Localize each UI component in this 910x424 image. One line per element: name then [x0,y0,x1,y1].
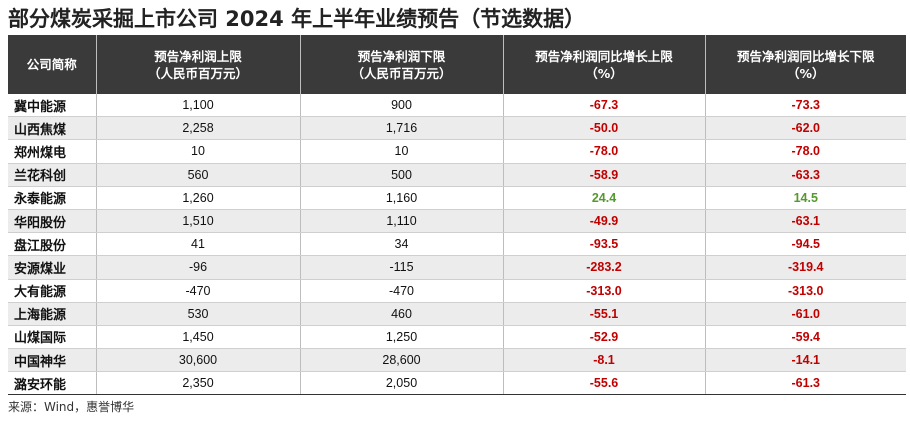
growth-lower-cell: -14.1 [704,348,906,373]
profit-upper-cell: 1,100 [95,94,300,118]
growth-upper-cell: -78.0 [502,139,705,164]
profit-upper-cell: 10 [95,139,300,164]
growth-upper-cell: -52.9 [502,325,705,350]
company-name-cell: 郑州煤电 [8,139,96,164]
table-header-row: 公司简称 预告净利润上限 （人民币百万元） 预告净利润下限 （人民币百万元） 预… [8,35,906,94]
column-header-growth-lower: 预告净利润同比增长下限 （%） [704,35,906,94]
growth-lower-cell: -62.0 [704,116,906,141]
profit-upper-cell: -470 [95,279,300,303]
column-header-profit-upper: 预告净利润上限 （人民币百万元） [95,35,300,94]
table-row: 山西焦煤 2,258 1,716 -50.0 -62.0 [8,116,906,141]
table-row: 永泰能源 1,260 1,160 24.4 14.5 [8,186,906,210]
company-name-cell: 安源煤业 [8,255,96,280]
growth-upper-cell: -55.6 [502,371,705,396]
growth-lower-cell: -63.3 [704,163,906,187]
profit-upper-cell: 2,350 [95,371,300,396]
company-name-cell: 大有能源 [8,279,96,303]
table-row: 潞安环能 2,350 2,050 -55.6 -61.3 [8,371,906,396]
table-row: 冀中能源 1,100 900 -67.3 -73.3 [8,94,906,118]
table-row: 华阳股份 1,510 1,110 -49.9 -63.1 [8,209,906,234]
company-name-cell: 潞安环能 [8,371,96,396]
column-header-company: 公司简称 [8,35,96,94]
profit-upper-cell: 530 [95,302,300,326]
profit-upper-cell: 1,510 [95,209,300,234]
profit-lower-cell: 900 [299,94,503,118]
profit-lower-cell: 10 [299,139,503,164]
column-header-growth-upper: 预告净利润同比增长上限 （%） [502,35,705,94]
profit-lower-cell: 2,050 [299,371,503,396]
profit-lower-cell: 1,160 [299,186,503,210]
profit-lower-cell: -115 [299,255,503,280]
profit-lower-cell: 1,250 [299,325,503,350]
profit-lower-cell: 1,716 [299,116,503,141]
company-name-cell: 华阳股份 [8,209,96,234]
growth-upper-cell: 24.4 [502,186,705,210]
growth-upper-cell: -55.1 [502,302,705,326]
table-row: 盘江股份 41 34 -93.5 -94.5 [8,232,906,257]
profit-upper-cell: 2,258 [95,116,300,141]
profit-lower-cell: 500 [299,163,503,187]
company-name-cell: 冀中能源 [8,94,96,118]
growth-lower-cell: -73.3 [704,94,906,118]
profit-upper-cell: 41 [95,232,300,257]
profit-lower-cell: -470 [299,279,503,303]
table-row: 安源煤业 -96 -115 -283.2 -319.4 [8,255,906,280]
table-row: 山煤国际 1,450 1,250 -52.9 -59.4 [8,325,906,350]
company-name-cell: 永泰能源 [8,186,96,210]
company-name-cell: 中国神华 [8,348,96,373]
growth-upper-cell: -49.9 [502,209,705,234]
growth-lower-cell: -78.0 [704,139,906,164]
growth-upper-cell: -283.2 [502,255,705,280]
growth-lower-cell: -59.4 [704,325,906,350]
profit-upper-cell: 30,600 [95,348,300,373]
company-name-cell: 盘江股份 [8,232,96,257]
source-note: 来源：Wind，惠誉博华 [8,400,135,414]
growth-upper-cell: -8.1 [502,348,705,373]
growth-lower-cell: -94.5 [704,232,906,257]
profit-upper-cell: -96 [95,255,300,280]
company-name-cell: 山西焦煤 [8,116,96,141]
growth-upper-cell: -93.5 [502,232,705,257]
growth-lower-cell: 14.5 [704,186,906,210]
earnings-forecast-table: 公司简称 预告净利润上限 （人民币百万元） 预告净利润下限 （人民币百万元） 预… [8,35,906,396]
growth-lower-cell: -313.0 [704,279,906,303]
company-name-cell: 山煤国际 [8,325,96,350]
table-row: 郑州煤电 10 10 -78.0 -78.0 [8,139,906,164]
profit-upper-cell: 1,260 [95,186,300,210]
profit-lower-cell: 34 [299,232,503,257]
growth-upper-cell: -313.0 [502,279,705,303]
company-name-cell: 上海能源 [8,302,96,326]
profit-upper-cell: 560 [95,163,300,187]
profit-lower-cell: 28,600 [299,348,503,373]
table-row: 中国神华 30,600 28,600 -8.1 -14.1 [8,348,906,373]
page-title: 部分煤炭采掘上市公司 2024 年上半年业绩预告（节选数据） [8,7,586,31]
table-row: 兰花科创 560 500 -58.9 -63.3 [8,163,906,187]
growth-upper-cell: -67.3 [502,94,705,118]
profit-upper-cell: 1,450 [95,325,300,350]
growth-lower-cell: -63.1 [704,209,906,234]
growth-lower-cell: -61.3 [704,371,906,396]
company-name-cell: 兰花科创 [8,163,96,187]
growth-upper-cell: -50.0 [502,116,705,141]
profit-lower-cell: 1,110 [299,209,503,234]
table-body: 冀中能源 1,100 900 -67.3 -73.3 山西焦煤 2,258 1,716 -50.… [8,94,906,396]
profit-lower-cell: 460 [299,302,503,326]
column-header-profit-lower: 预告净利润下限 （人民币百万元） [299,35,503,94]
table-row: 上海能源 530 460 -55.1 -61.0 [8,302,906,326]
growth-lower-cell: -319.4 [704,255,906,280]
growth-lower-cell: -61.0 [704,302,906,326]
growth-upper-cell: -58.9 [502,163,705,187]
table-row: 大有能源 -470 -470 -313.0 -313.0 [8,279,906,303]
